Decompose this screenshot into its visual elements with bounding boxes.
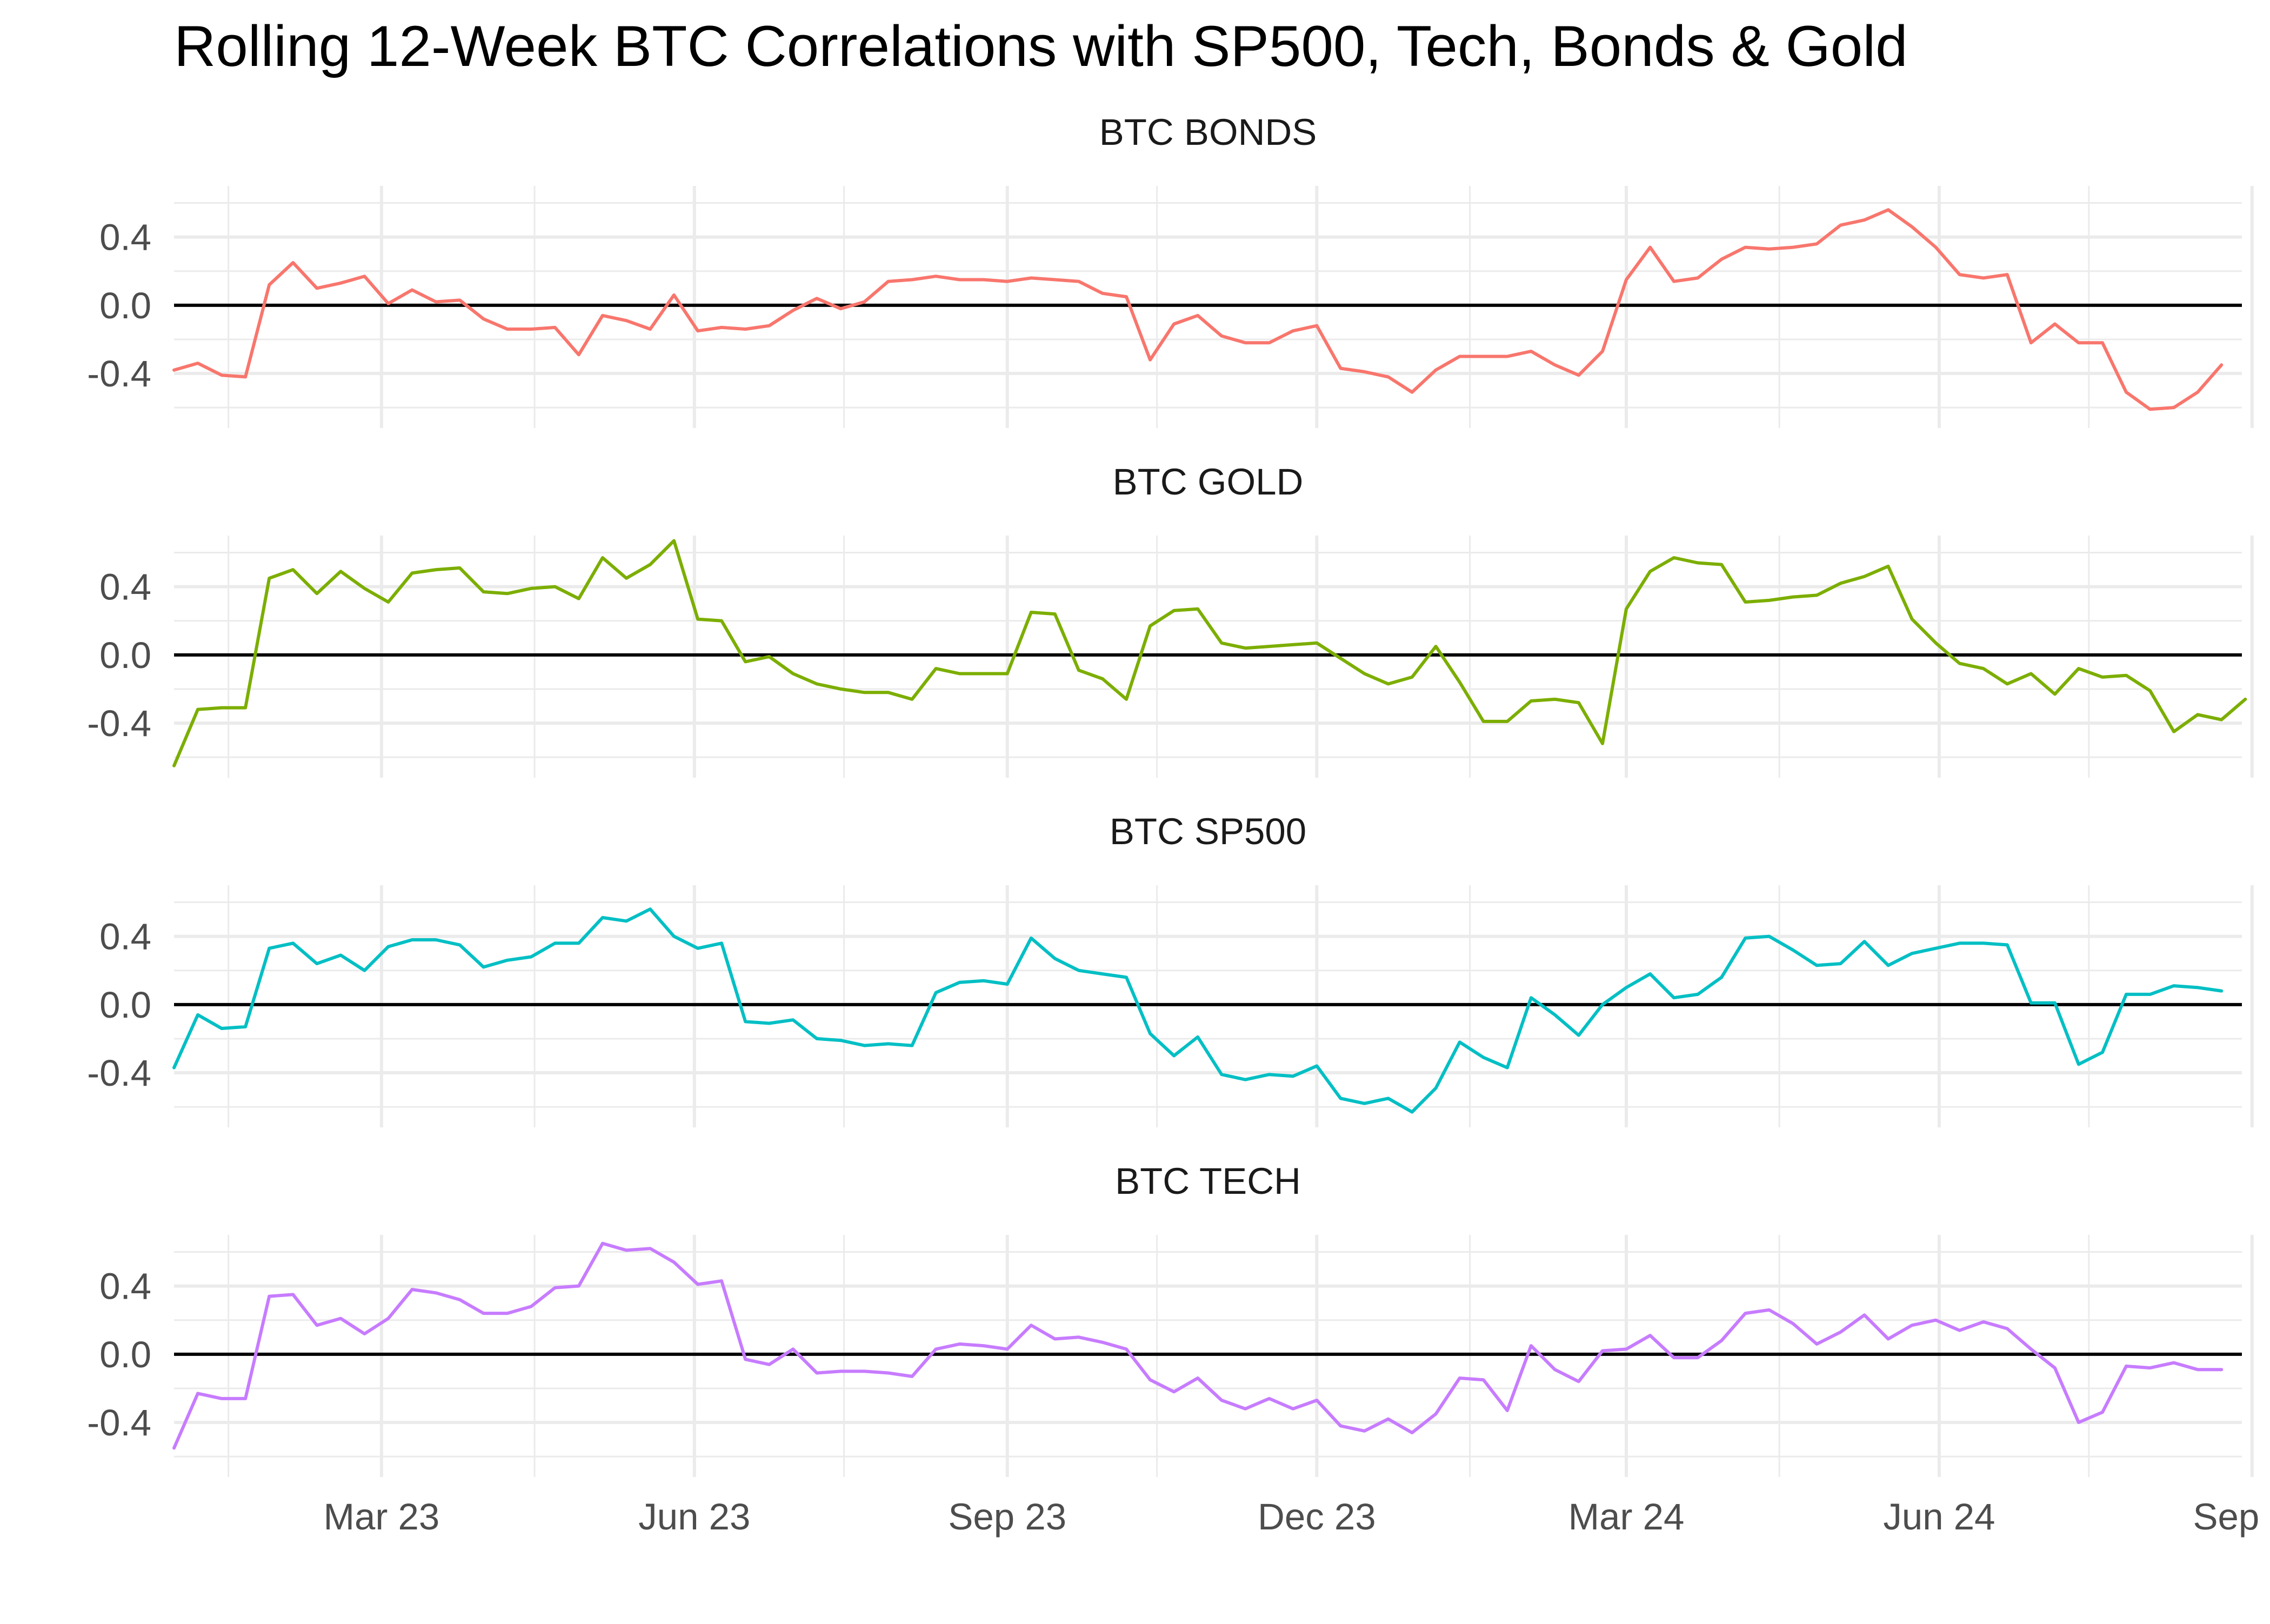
facet-panel: BTC GOLD -0.4 0.0 0.4 (87, 461, 2254, 778)
y-tick-label: 0.0 (99, 285, 151, 326)
x-tick-label: Mar 24 (1568, 1496, 1685, 1538)
facet-strip-label: BTC BONDS (1099, 111, 1317, 153)
series-line (172, 208, 2224, 411)
facet-strip-label: BTC GOLD (1113, 461, 1304, 503)
facet-strip-label: BTC TECH (1115, 1160, 1301, 1202)
chart-title: Rolling 12-Week BTC Correlations with SP… (174, 14, 1908, 78)
y-tick-label: -0.4 (87, 353, 151, 395)
facet-panel: BTC SP500 -0.4 0.0 0.4 (87, 811, 2254, 1127)
series-line (172, 1241, 2224, 1450)
y-tick-label: 0.4 (99, 916, 151, 958)
series-line (172, 907, 2224, 1114)
x-tick-label: Jun 24 (1883, 1496, 1995, 1538)
y-tick-label: 0.0 (99, 984, 151, 1026)
x-tick-label: Jun 23 (638, 1496, 750, 1538)
y-tick-label: 0.0 (99, 634, 151, 676)
y-tick-label: 0.4 (99, 566, 151, 608)
y-tick-label: 0.4 (99, 1266, 151, 1307)
y-tick-label: -0.4 (87, 1402, 151, 1443)
x-tick-label: Mar 23 (323, 1496, 439, 1538)
y-tick-label: 0.0 (99, 1334, 151, 1375)
y-tick-label: 0.4 (99, 217, 151, 258)
y-tick-label: -0.4 (87, 1052, 151, 1094)
x-tick-label: Sep 23 (948, 1496, 1066, 1538)
facet-panel: BTC BONDS -0.4 0.0 0.4 (87, 111, 2254, 428)
y-tick-label: -0.4 (87, 703, 151, 744)
facet-strip-label: BTC SP500 (1110, 811, 1306, 852)
facet-panel: BTC TECH -0.4 0.0 0.4 (87, 1160, 2254, 1477)
x-tick-label: Dec 23 (1258, 1496, 1376, 1538)
x-tick-label: Sep 24 (2193, 1496, 2270, 1538)
series-line (172, 539, 2247, 767)
